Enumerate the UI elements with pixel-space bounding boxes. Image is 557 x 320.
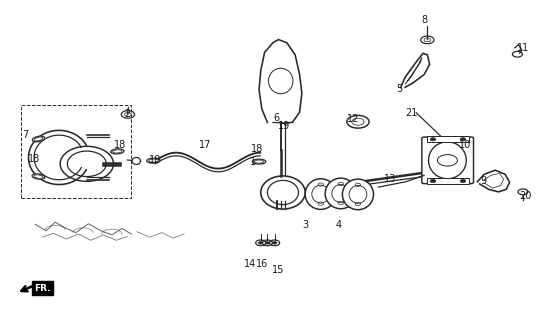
- Text: 5: 5: [397, 84, 403, 94]
- Ellipse shape: [255, 160, 263, 163]
- Text: 15: 15: [272, 265, 285, 275]
- Ellipse shape: [32, 136, 45, 142]
- Text: 21: 21: [405, 108, 418, 118]
- Ellipse shape: [325, 178, 356, 209]
- Text: 1: 1: [251, 157, 257, 167]
- Ellipse shape: [111, 149, 124, 154]
- Text: 18: 18: [251, 144, 263, 154]
- Circle shape: [265, 242, 270, 244]
- Text: 17: 17: [199, 140, 211, 150]
- Text: 8: 8: [421, 15, 427, 26]
- Circle shape: [272, 242, 277, 244]
- Ellipse shape: [113, 150, 122, 153]
- Ellipse shape: [132, 157, 140, 164]
- Text: 14: 14: [243, 259, 256, 268]
- Text: 16: 16: [256, 259, 268, 268]
- Ellipse shape: [149, 159, 158, 162]
- Text: 3: 3: [302, 220, 308, 230]
- Text: 20: 20: [520, 191, 532, 201]
- Text: 12: 12: [348, 114, 360, 124]
- Text: 19: 19: [278, 121, 290, 131]
- Circle shape: [430, 180, 436, 183]
- Circle shape: [460, 180, 466, 183]
- Text: 2: 2: [124, 109, 130, 119]
- Text: 18: 18: [114, 140, 126, 150]
- Ellipse shape: [34, 137, 43, 141]
- Ellipse shape: [147, 158, 160, 163]
- Text: 4: 4: [335, 220, 341, 230]
- Text: 13: 13: [384, 174, 395, 184]
- Text: 7: 7: [23, 130, 29, 140]
- Text: 6: 6: [273, 113, 280, 123]
- Text: 10: 10: [459, 140, 471, 150]
- Text: 11: 11: [517, 44, 529, 53]
- Text: 18: 18: [149, 155, 162, 165]
- Ellipse shape: [343, 179, 374, 210]
- Text: 9: 9: [480, 176, 486, 186]
- Ellipse shape: [252, 159, 266, 164]
- Bar: [21, 105, 131, 198]
- Text: 18: 18: [28, 154, 40, 164]
- Circle shape: [430, 138, 436, 141]
- Ellipse shape: [261, 176, 305, 209]
- Text: FR.: FR.: [34, 284, 51, 292]
- Ellipse shape: [34, 175, 43, 178]
- Circle shape: [460, 138, 466, 141]
- Ellipse shape: [60, 146, 114, 181]
- FancyBboxPatch shape: [422, 137, 473, 184]
- Bar: [427, 178, 469, 184]
- Circle shape: [258, 242, 263, 244]
- Bar: [427, 136, 469, 142]
- Ellipse shape: [305, 179, 336, 209]
- Ellipse shape: [32, 174, 45, 179]
